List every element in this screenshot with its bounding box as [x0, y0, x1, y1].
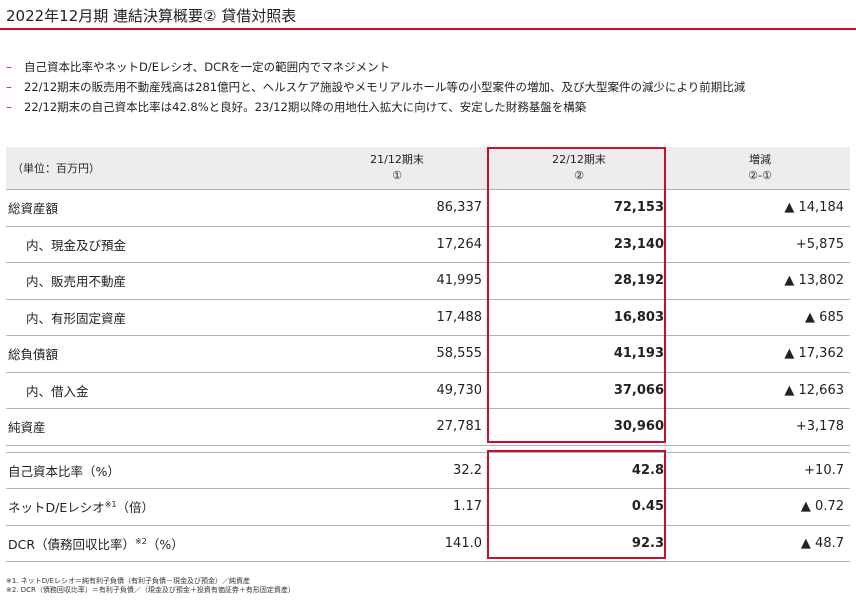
value-current: 92.3	[488, 525, 670, 562]
value-change: ▲ 0.72	[670, 488, 850, 526]
value-current: 41,193	[488, 335, 670, 373]
column-header-current: 22/12期末 ②	[488, 147, 670, 190]
bullet-marker: –	[6, 100, 12, 114]
ratio-row: ネットD/Eレシオ※1（倍） 1.17 0.45 ▲ 0.72	[6, 488, 850, 526]
current-period-highlight	[487, 147, 666, 443]
value-prev: 49,730	[306, 372, 488, 409]
row-label: 内、有形固定資産	[6, 299, 306, 336]
value-change: ▲ 685	[670, 299, 850, 336]
value-prev: 58,555	[306, 335, 488, 373]
ratio-label: 自己資本比率（%）	[8, 463, 120, 479]
bullet-text: 22/12期末の販売用不動産残高は281億円と、ヘルスケア施設やメモリアルホール…	[24, 80, 746, 94]
section-gap	[6, 445, 850, 453]
table-row: 内、借入金 49,730 37,066 ▲ 12,663	[6, 372, 850, 409]
value-current: 42.8	[488, 452, 670, 489]
value-prev: 41,995	[306, 262, 488, 300]
table-header-row: （単位：百万円） 21/12期末 ① 22/12期末 ② 増減 ②-①	[6, 147, 850, 190]
value-current: 72,153	[488, 189, 670, 227]
row-label: 純資産	[6, 408, 306, 446]
column-marker: ②-①	[748, 169, 772, 182]
value-prev: 1.17	[306, 488, 488, 526]
value-prev: 86,337	[306, 189, 488, 227]
footnote: ※2. DCR（債務回収比率）＝有利子負債／（現金及び預金＋投資有価証券＋有形固…	[6, 586, 295, 594]
value-prev: 32.2	[306, 452, 488, 489]
table-row: 総資産額 86,337 72,153 ▲ 14,184	[6, 189, 850, 227]
value-change: ▲ 13,802	[670, 262, 850, 300]
ratio-row: 自己資本比率（%） 32.2 42.8 +10.7	[6, 452, 850, 489]
value-current: 37,066	[488, 372, 670, 409]
value-current: 30,960	[488, 408, 670, 446]
value-change: ▲ 48.7	[670, 525, 850, 562]
row-label: 総資産額	[6, 189, 306, 227]
ratio-unit: （倍）	[116, 500, 155, 516]
table-row: 純資産 27,781 30,960 +3,178	[6, 408, 850, 446]
value-change: +5,875	[670, 226, 850, 263]
column-period: 22/12期末	[552, 153, 606, 166]
table-row: 内、現金及び預金 17,264 23,140 +5,875	[6, 226, 850, 263]
title-divider	[0, 28, 856, 30]
column-period: 21/12期末	[370, 153, 424, 166]
summary-bullets: – 自己資本比率やネットD/Eレシオ、DCRを一定の範囲内でマネジメント – 2…	[6, 57, 745, 117]
bullet-marker: –	[6, 80, 12, 94]
ratio-label: ネットD/Eレシオ	[8, 500, 105, 516]
row-label: 内、販売用不動産	[6, 262, 306, 300]
row-label: 総負債額	[6, 335, 306, 373]
value-prev: 17,264	[306, 226, 488, 263]
unit-label: （単位：百万円）	[6, 147, 306, 190]
page-title: 2022年12月期 連結決算概要② 貸借対照表	[6, 7, 297, 25]
bullet-item: – 自己資本比率やネットD/Eレシオ、DCRを一定の範囲内でマネジメント	[6, 57, 745, 77]
bullet-item: – 22/12期末の販売用不動産残高は281億円と、ヘルスケア施設やメモリアルホ…	[6, 77, 745, 97]
row-label: DCR（債務回収比率）※2（%）	[6, 525, 306, 562]
current-ratio-highlight	[487, 450, 666, 559]
value-current: 0.45	[488, 488, 670, 526]
bullet-text: 自己資本比率やネットD/Eレシオ、DCRを一定の範囲内でマネジメント	[24, 60, 391, 74]
bullet-marker: –	[6, 60, 12, 74]
bullet-text: 22/12期末の自己資本比率は42.8%と良好。23/12期以降の用地仕入拡大に…	[24, 100, 587, 114]
column-marker: ②	[574, 169, 584, 182]
value-current: 16,803	[488, 299, 670, 336]
value-change: +10.7	[670, 452, 850, 489]
value-current: 23,140	[488, 226, 670, 263]
table-row: 内、有形固定資産 17,488 16,803 ▲ 685	[6, 299, 850, 336]
column-period: 増減	[749, 153, 771, 166]
ratio-label: DCR（債務回収比率）	[8, 536, 136, 552]
row-label: 自己資本比率（%）	[6, 452, 306, 489]
value-change: ▲ 12,663	[670, 372, 850, 409]
footnote-ref: ※1	[104, 500, 117, 510]
value-current: 28,192	[488, 262, 670, 300]
footnote: ※1. ネットD/Eレシオ＝純有利子負債（有利子負債－現金及び預金）／純資産	[6, 577, 250, 585]
ratio-row: DCR（債務回収比率）※2（%） 141.0 92.3 ▲ 48.7	[6, 525, 850, 562]
footnotes: ※1. ネットD/Eレシオ＝純有利子負債（有利子負債－現金及び預金）／純資産 ※…	[6, 577, 295, 595]
table-row: 総負債額 58,555 41,193 ▲ 17,362	[6, 335, 850, 373]
row-label: ネットD/Eレシオ※1（倍）	[6, 488, 306, 526]
row-label: 内、現金及び預金	[6, 226, 306, 263]
value-change: ▲ 14,184	[670, 189, 850, 227]
balance-sheet-table: （単位：百万円） 21/12期末 ① 22/12期末 ② 増減 ②-① 総資産額…	[6, 147, 850, 562]
value-prev: 141.0	[306, 525, 488, 562]
value-change: +3,178	[670, 408, 850, 446]
value-change: ▲ 17,362	[670, 335, 850, 373]
value-prev: 17,488	[306, 299, 488, 336]
row-label: 内、借入金	[6, 372, 306, 409]
column-marker: ①	[392, 169, 402, 182]
bullet-item: – 22/12期末の自己資本比率は42.8%と良好。23/12期以降の用地仕入拡…	[6, 97, 745, 117]
ratio-unit: （%）	[146, 536, 184, 552]
table-row: 内、販売用不動産 41,995 28,192 ▲ 13,802	[6, 262, 850, 300]
column-header-change: 増減 ②-①	[670, 147, 850, 190]
column-header-prev: 21/12期末 ①	[306, 147, 488, 190]
value-prev: 27,781	[306, 408, 488, 446]
footnote-ref: ※2	[135, 536, 147, 546]
